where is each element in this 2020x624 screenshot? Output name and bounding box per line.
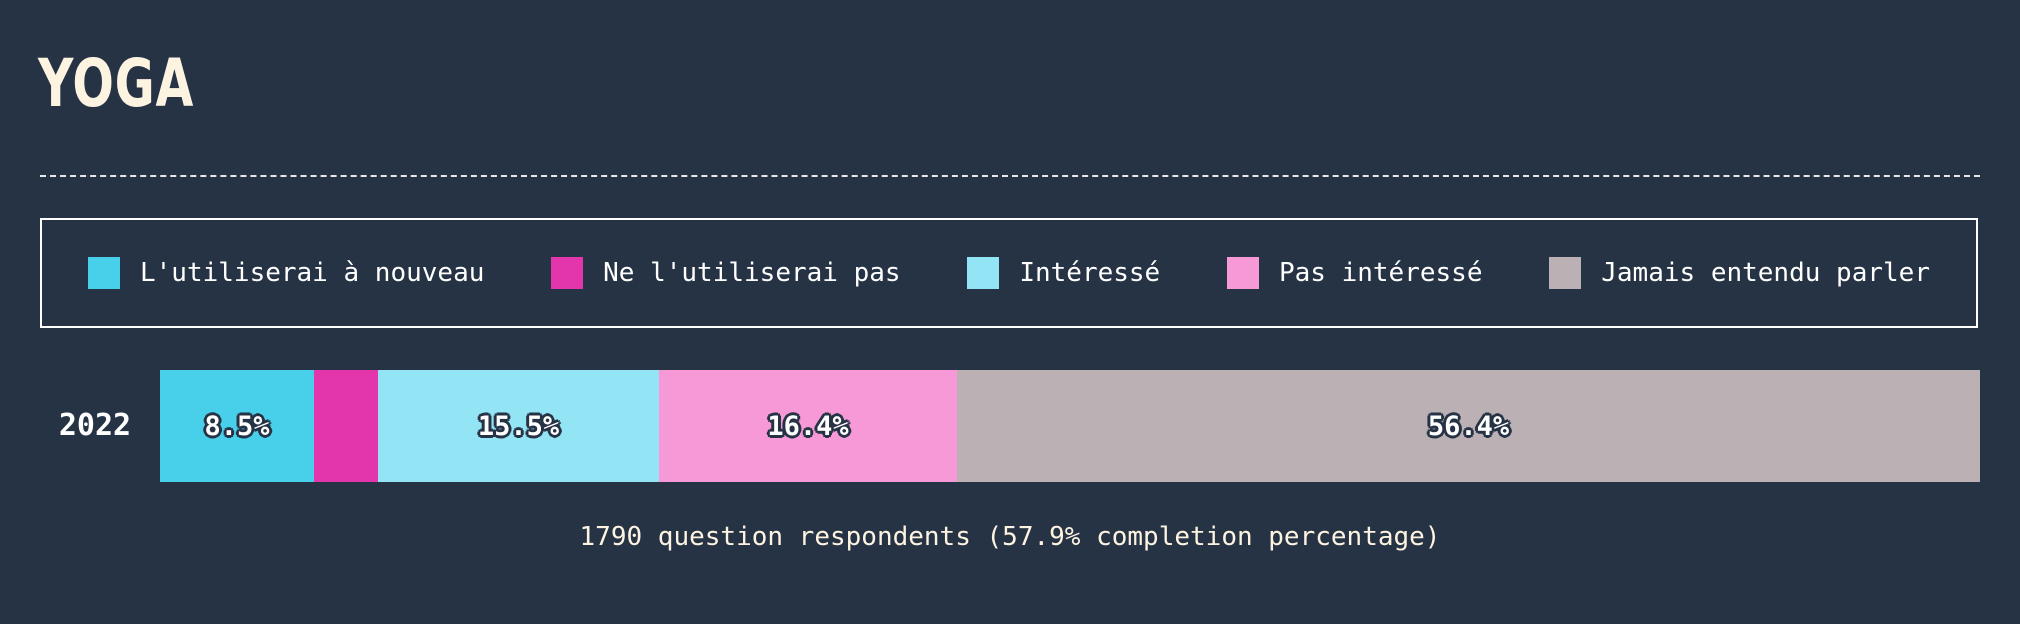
- bar-segment-5: 56.4%: [957, 370, 1980, 482]
- bar-segment-3: 15.5%: [378, 370, 659, 482]
- legend-label: Jamais entendu parler: [1601, 258, 1930, 288]
- data-label: 15.5%: [477, 410, 560, 442]
- legend-swatch: [967, 257, 1000, 289]
- legend-swatch: [88, 257, 120, 289]
- legend-label: Pas intéressé: [1278, 258, 1483, 288]
- legend-label: Ne l'utiliserai pas: [603, 258, 901, 288]
- legend-item-4: Pas intéressé: [1226, 257, 1483, 289]
- legend-swatch: [551, 257, 584, 289]
- data-label: 8.5%: [204, 410, 270, 442]
- legend-label: L'utiliserai à nouveau: [140, 258, 485, 288]
- legend-item-3: Intéressé: [967, 257, 1160, 289]
- bar-segment-4: 16.4%: [659, 370, 957, 482]
- chart-legend: L'utiliserai à nouveau Ne l'utiliserai pa…: [40, 218, 1978, 328]
- legend-label: Intéressé: [1019, 258, 1161, 288]
- legend-swatch: [1549, 257, 1582, 289]
- data-label: 16.4%: [767, 410, 849, 442]
- legend-item-5: Jamais entendu parler: [1549, 257, 1930, 289]
- chart-title: YOGA: [38, 45, 195, 122]
- respondents-footnote: 1790 question respondents (57.9% complet…: [579, 522, 1441, 552]
- stacked-bar-2022: 8.5% 15.5% 16.4% 56.4%: [160, 370, 1980, 482]
- title-divider: [40, 175, 1980, 177]
- legend-swatch: [1226, 257, 1259, 289]
- bar-segment-1: 8.5%: [160, 370, 314, 482]
- legend-item-1: L'utiliserai à nouveau: [88, 257, 484, 289]
- category-label-2022: 2022: [58, 408, 132, 443]
- data-label: 56.4%: [1427, 410, 1510, 442]
- bar-segment-2: [314, 370, 378, 482]
- legend-item-2: Ne l'utiliserai pas: [551, 257, 901, 289]
